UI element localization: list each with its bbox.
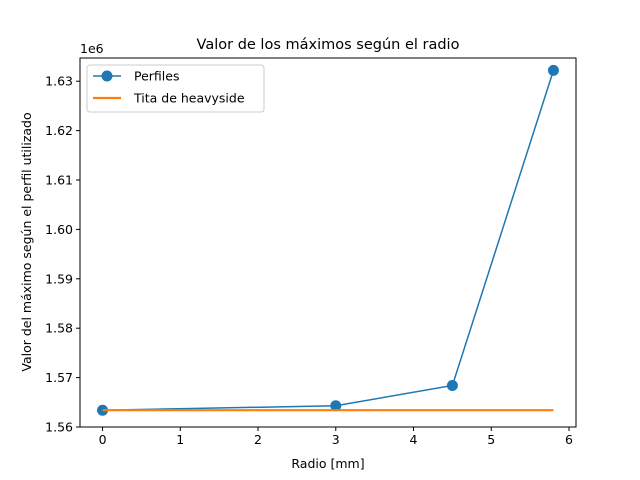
y-tick-label: 1.61 bbox=[45, 173, 73, 188]
series-layer bbox=[97, 64, 559, 416]
y-tick-label: 1.57 bbox=[45, 370, 73, 385]
y-tick-label: 1.63 bbox=[45, 74, 73, 89]
legend-box bbox=[86, 64, 265, 113]
y-tick-label: 1.62 bbox=[45, 123, 73, 138]
x-tick-label: 5 bbox=[487, 432, 495, 447]
legend-entry: Perfiles bbox=[93, 69, 179, 84]
plot-area bbox=[79, 57, 577, 428]
data-point bbox=[547, 64, 559, 76]
x-tick-label: 4 bbox=[410, 432, 418, 447]
data-point bbox=[446, 380, 458, 392]
x-axis-label: Radio [mm] bbox=[291, 456, 364, 471]
y-axis-ticks: 1.56 1.57 1.58 1.59 1.60 1.61 1.62 1.63 bbox=[45, 74, 80, 435]
y-tick-label: 1.58 bbox=[45, 321, 73, 336]
y-tick-label: 1.56 bbox=[45, 420, 73, 435]
chart-title: Valor de los máximos según el radio bbox=[197, 37, 460, 53]
x-tick-label: 3 bbox=[332, 432, 340, 447]
series-1 bbox=[97, 64, 559, 416]
series-line bbox=[102, 70, 555, 411]
legend-entry: Tita de heavyside bbox=[93, 91, 245, 106]
data-point bbox=[330, 400, 342, 412]
legend-label: Perfiles bbox=[134, 69, 179, 84]
legend-label: Tita de heavyside bbox=[133, 91, 245, 106]
legend-marker bbox=[101, 70, 113, 82]
x-tick-label: 1 bbox=[176, 432, 184, 447]
axes-frame bbox=[79, 57, 577, 428]
y-offset-label: 1e6 bbox=[80, 41, 104, 56]
data-point bbox=[97, 404, 109, 416]
y-tick-label: 1.59 bbox=[45, 271, 73, 286]
x-tick-label: 0 bbox=[99, 432, 107, 447]
x-axis-ticks: 0 1 2 3 4 5 6 bbox=[99, 427, 573, 447]
x-tick-label: 2 bbox=[254, 432, 262, 447]
y-axis-label: Valor del máximo según el perfil utiliza… bbox=[19, 112, 34, 371]
legend: Perfiles Tita de heavyside bbox=[86, 64, 265, 113]
y-tick-label: 1.60 bbox=[45, 222, 73, 237]
x-tick-label: 6 bbox=[565, 432, 573, 447]
